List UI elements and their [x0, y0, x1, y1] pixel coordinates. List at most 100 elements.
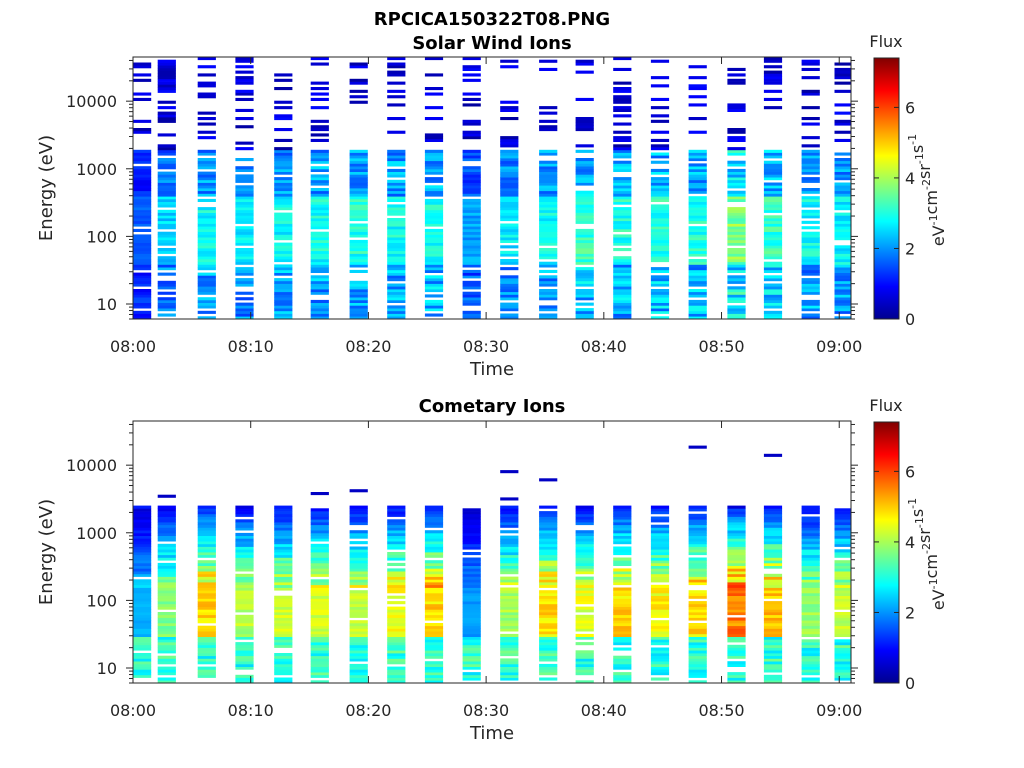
heatmap-cell	[801, 677, 820, 681]
heatmap-cell	[197, 522, 216, 526]
colorbar-title: Flux	[869, 396, 902, 415]
heatmap-cell	[235, 677, 254, 681]
heatmap-cell	[834, 582, 851, 586]
heatmap-cell	[157, 259, 176, 263]
heatmap-cell	[197, 628, 216, 632]
heatmap-cell	[834, 193, 851, 197]
heatmap-cell	[157, 557, 176, 561]
heatmap-cell	[650, 655, 670, 659]
heatmap-cell	[613, 147, 632, 151]
heatmap-cell	[688, 609, 707, 613]
heatmap-cell	[801, 248, 820, 252]
heatmap-cell	[197, 505, 216, 509]
heatmap-cell	[801, 653, 820, 657]
heatmap-cell	[349, 299, 368, 303]
heatmap-cell	[424, 57, 444, 61]
heatmap-cell	[157, 65, 176, 69]
heatmap-cell	[387, 582, 406, 586]
heatmap-cell	[274, 584, 293, 588]
heatmap-cell	[387, 283, 406, 287]
heatmap-cell	[801, 259, 820, 263]
heatmap-cell	[801, 562, 820, 566]
colorbar-label-unit: eV	[929, 589, 948, 610]
heatmap-cell	[801, 212, 820, 216]
heatmap-cell	[462, 623, 481, 627]
heatmap-cell	[157, 158, 176, 162]
heatmap-cell	[539, 549, 558, 553]
heatmap-cell	[650, 59, 670, 63]
heatmap-cell	[650, 207, 670, 211]
heatmap-cell	[462, 513, 481, 517]
heatmap-cell	[462, 294, 481, 298]
heatmap-cell	[727, 316, 746, 320]
y-tick-label: 10	[97, 659, 117, 678]
heatmap-cell	[197, 158, 216, 162]
heatmap-cell	[650, 538, 670, 542]
heatmap-cell	[834, 305, 851, 309]
heatmap-cell	[834, 658, 851, 662]
heatmap-cell	[539, 541, 558, 545]
heatmap-cell	[197, 289, 216, 293]
heatmap-cell	[387, 305, 406, 309]
heatmap-cell	[613, 655, 632, 659]
heatmap-cell	[462, 166, 481, 170]
heatmap-cell	[133, 223, 152, 227]
heatmap-cell	[424, 584, 444, 588]
heatmap-cell	[462, 598, 481, 602]
heatmap-cell	[727, 579, 746, 583]
heatmap-cell	[500, 538, 519, 542]
heatmap-cell	[500, 283, 519, 287]
heatmap-cell	[575, 166, 594, 170]
heatmap-cell	[462, 149, 481, 153]
heatmap-cell	[197, 264, 216, 268]
heatmap-cell	[133, 278, 152, 282]
heatmap-cell	[613, 674, 632, 678]
heatmap-cell	[763, 302, 783, 306]
heatmap-cell	[133, 644, 152, 648]
heatmap-cell	[727, 239, 746, 243]
heatmap-cell	[801, 623, 820, 627]
heatmap-cell	[575, 557, 594, 561]
heatmap-cell	[133, 179, 152, 183]
heatmap-cell	[387, 278, 406, 282]
heatmap-cell	[235, 97, 254, 101]
heatmap-cell	[650, 177, 670, 181]
heatmap-cell	[834, 568, 851, 572]
heatmap-cell	[650, 275, 670, 279]
heatmap-cell	[387, 612, 406, 616]
heatmap-cell	[349, 190, 368, 194]
heatmap-cell	[424, 644, 444, 648]
heatmap-cell	[387, 543, 406, 547]
heatmap-cell	[235, 603, 254, 607]
heatmap-cell	[650, 633, 670, 637]
heatmap-cell	[235, 108, 254, 112]
heatmap-cell	[688, 305, 707, 309]
heatmap-cell	[462, 280, 481, 284]
heatmap-cell	[763, 166, 783, 170]
heatmap-cell	[539, 67, 558, 71]
heatmap-cell	[133, 609, 152, 613]
heatmap-cell	[834, 543, 851, 547]
heatmap-cell	[462, 639, 481, 643]
heatmap-cell	[424, 519, 444, 523]
heatmap-cell	[500, 612, 519, 616]
heatmap-cell	[235, 565, 254, 569]
heatmap-cell	[133, 617, 152, 621]
heatmap-cell	[387, 81, 406, 85]
heatmap-cell	[688, 188, 707, 192]
colorbar-label-unit: s	[908, 145, 927, 153]
heatmap-cell	[650, 661, 670, 665]
heatmap-cell	[310, 573, 329, 577]
heatmap-cell	[310, 223, 329, 227]
heatmap-cell	[727, 280, 746, 284]
heatmap-cell	[349, 562, 368, 566]
heatmap-cell	[424, 633, 444, 637]
heatmap-cell	[500, 519, 519, 523]
heatmap-cell	[157, 565, 176, 569]
heatmap-cell	[157, 511, 176, 515]
heatmap-cell	[387, 179, 406, 183]
heatmap-cell	[539, 609, 558, 613]
heatmap-cell	[613, 256, 632, 260]
colorbar-title: Flux	[869, 32, 902, 51]
heatmap-cell	[763, 538, 783, 542]
